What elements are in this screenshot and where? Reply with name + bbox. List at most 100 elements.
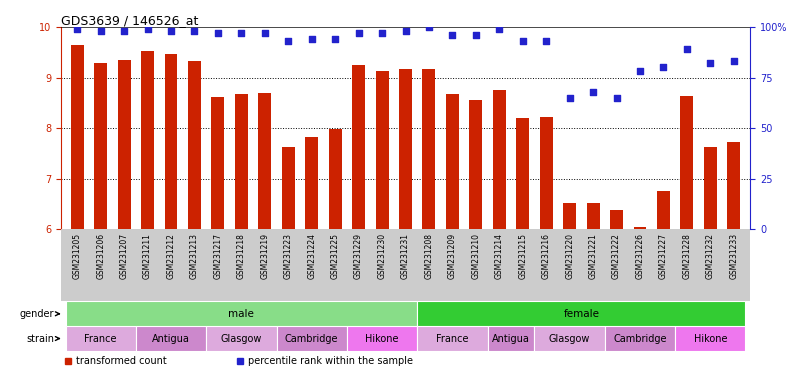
Bar xyxy=(375,71,388,229)
Point xyxy=(71,26,84,32)
Bar xyxy=(347,326,417,351)
Text: Hikone: Hikone xyxy=(693,334,727,344)
Point xyxy=(399,28,412,34)
Text: GSM231224: GSM231224 xyxy=(307,233,316,279)
Bar xyxy=(212,97,225,229)
Bar xyxy=(675,326,745,351)
Text: Hikone: Hikone xyxy=(365,334,399,344)
Text: GSM231213: GSM231213 xyxy=(190,233,199,279)
Bar xyxy=(586,203,599,229)
Text: GSM231232: GSM231232 xyxy=(706,233,714,279)
Text: GSM231233: GSM231233 xyxy=(729,233,738,279)
Text: Antigua: Antigua xyxy=(152,334,190,344)
Text: GSM231207: GSM231207 xyxy=(120,233,129,279)
Point xyxy=(423,24,436,30)
Bar xyxy=(534,326,605,351)
Bar xyxy=(633,227,646,229)
Bar xyxy=(517,118,530,229)
Text: Cambridge: Cambridge xyxy=(285,334,338,344)
Text: Glasgow: Glasgow xyxy=(549,334,590,344)
Bar xyxy=(605,326,675,351)
Bar xyxy=(188,61,201,229)
Bar xyxy=(136,326,206,351)
Text: GSM231208: GSM231208 xyxy=(424,233,433,279)
Point xyxy=(235,30,248,36)
Text: GSM231216: GSM231216 xyxy=(542,233,551,279)
Bar xyxy=(470,100,483,229)
Text: GSM231215: GSM231215 xyxy=(518,233,527,279)
Text: percentile rank within the sample: percentile rank within the sample xyxy=(248,356,414,366)
Text: Antigua: Antigua xyxy=(492,334,530,344)
Text: male: male xyxy=(229,309,255,319)
Bar xyxy=(417,326,487,351)
Bar xyxy=(71,45,84,229)
Text: female: female xyxy=(564,309,599,319)
Bar xyxy=(680,96,693,229)
Text: transformed count: transformed count xyxy=(76,356,167,366)
Point xyxy=(633,68,646,74)
Bar xyxy=(66,326,136,351)
Point xyxy=(94,28,107,34)
Point xyxy=(118,28,131,34)
Text: GSM231206: GSM231206 xyxy=(97,233,105,279)
Text: GSM231227: GSM231227 xyxy=(659,233,668,279)
Point xyxy=(141,26,154,32)
Text: GSM231212: GSM231212 xyxy=(166,233,175,279)
Bar xyxy=(727,142,740,229)
Point xyxy=(305,36,318,42)
Bar xyxy=(487,326,534,351)
Text: GSM231205: GSM231205 xyxy=(73,233,82,279)
Text: GSM231219: GSM231219 xyxy=(260,233,269,279)
Bar xyxy=(540,117,552,229)
Point xyxy=(680,46,693,52)
Point xyxy=(704,60,717,66)
Bar xyxy=(305,137,318,229)
Text: GSM231220: GSM231220 xyxy=(565,233,574,279)
Bar xyxy=(423,69,436,229)
Text: gender: gender xyxy=(19,309,54,319)
Text: GSM231221: GSM231221 xyxy=(589,233,598,279)
Bar xyxy=(610,210,623,229)
Text: GSM231225: GSM231225 xyxy=(331,233,340,279)
Text: France: France xyxy=(436,334,469,344)
Bar xyxy=(141,51,154,229)
Bar xyxy=(563,203,576,229)
Bar xyxy=(235,94,248,229)
Text: strain: strain xyxy=(26,334,54,344)
Text: GSM231214: GSM231214 xyxy=(495,233,504,279)
Bar xyxy=(94,63,107,229)
Text: GSM231229: GSM231229 xyxy=(354,233,363,279)
Point xyxy=(517,38,530,44)
Bar xyxy=(165,54,178,229)
Bar xyxy=(206,326,277,351)
Point xyxy=(375,30,388,36)
Text: Glasgow: Glasgow xyxy=(221,334,262,344)
Text: GSM231228: GSM231228 xyxy=(682,233,691,279)
Bar xyxy=(657,192,670,229)
Text: GSM231209: GSM231209 xyxy=(448,233,457,279)
Point xyxy=(539,38,552,44)
Bar xyxy=(704,147,717,229)
Bar xyxy=(399,69,412,229)
Text: GDS3639 / 146526_at: GDS3639 / 146526_at xyxy=(61,14,198,27)
Bar xyxy=(281,147,294,229)
Bar xyxy=(352,65,365,229)
Text: GSM231226: GSM231226 xyxy=(636,233,645,279)
Point xyxy=(493,26,506,32)
Point xyxy=(165,28,178,34)
Point xyxy=(563,95,576,101)
Bar xyxy=(493,90,506,229)
Text: GSM231222: GSM231222 xyxy=(612,233,621,279)
Bar xyxy=(277,326,347,351)
Text: GSM231230: GSM231230 xyxy=(378,233,387,279)
Point xyxy=(328,36,341,42)
Point xyxy=(259,30,272,36)
Point xyxy=(212,30,225,36)
Point xyxy=(610,95,623,101)
Text: GSM231210: GSM231210 xyxy=(471,233,480,279)
Bar xyxy=(66,301,417,326)
Text: GSM231211: GSM231211 xyxy=(143,233,152,279)
Point xyxy=(727,58,740,65)
Text: France: France xyxy=(84,334,117,344)
Point xyxy=(586,89,599,95)
